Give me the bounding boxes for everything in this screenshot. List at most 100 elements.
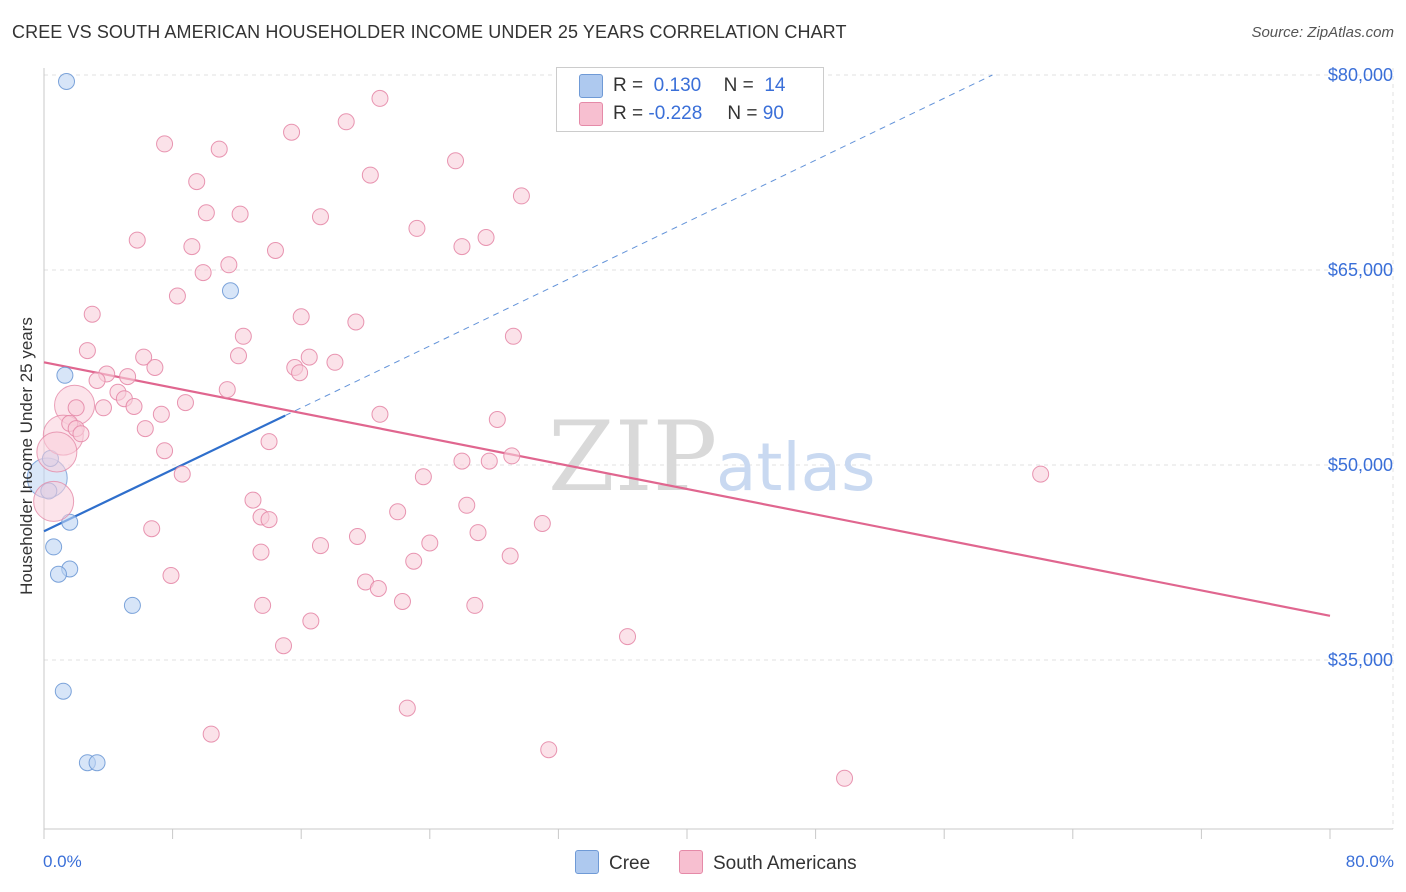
n-label: N = bbox=[727, 103, 758, 125]
r-value-south-americans: -0.228 bbox=[648, 103, 703, 125]
south-americans-point bbox=[83, 305, 101, 323]
south-americans-point bbox=[348, 528, 366, 545]
legend-swatch-cree bbox=[579, 74, 603, 98]
south-americans-point bbox=[231, 205, 249, 223]
bottom-legend-swatch-south-americans bbox=[679, 850, 703, 874]
south-americans-point bbox=[292, 308, 310, 326]
south-americans-point bbox=[393, 593, 411, 610]
south-americans-point bbox=[371, 89, 389, 107]
y-tick-labels: $80,000 $65,000 $50,000 $35,000 bbox=[1328, 65, 1393, 670]
south-americans-point bbox=[836, 769, 854, 787]
trend-lines bbox=[43, 74, 1331, 617]
south-americans-point bbox=[1032, 465, 1050, 483]
r-value-cree: 0.130 bbox=[653, 75, 702, 97]
south-americans-point bbox=[220, 256, 238, 274]
cree-point bbox=[88, 754, 106, 772]
south-americans-point bbox=[275, 637, 293, 655]
south-americans-point bbox=[453, 452, 471, 470]
n-value-cree: 14 bbox=[764, 75, 786, 97]
south-americans-point bbox=[94, 399, 112, 417]
cree-point bbox=[221, 282, 239, 300]
south-americans-point bbox=[501, 547, 519, 565]
south-americans-point bbox=[421, 534, 439, 552]
south-americans-point bbox=[210, 140, 228, 158]
bottom-legend-cree: Cree bbox=[575, 850, 650, 876]
south-americans-point bbox=[503, 447, 521, 465]
south-americans-point bbox=[488, 411, 506, 428]
south-americans-point bbox=[152, 405, 170, 423]
south-americans-point bbox=[254, 596, 272, 614]
r-label: R = bbox=[613, 75, 644, 97]
south-americans-point bbox=[369, 580, 387, 597]
south-americans-point bbox=[260, 511, 278, 529]
south-americans-point bbox=[78, 342, 96, 360]
cree-point bbox=[45, 538, 63, 556]
south-americans-point bbox=[512, 187, 530, 205]
south-americans-point bbox=[143, 520, 161, 538]
south-americans-trend-line bbox=[43, 361, 1331, 617]
south-americans-point bbox=[453, 238, 471, 256]
south-americans-point-large bbox=[33, 480, 75, 522]
y-tick-label: $65,000 bbox=[1328, 260, 1393, 280]
south-americans-point bbox=[361, 166, 379, 184]
south-americans-point bbox=[326, 353, 344, 371]
n-value-south-americans: 90 bbox=[762, 103, 784, 125]
south-americans-point bbox=[72, 425, 90, 443]
cree-point bbox=[54, 682, 72, 700]
south-americans-point bbox=[162, 567, 180, 584]
y-tick-label: $80,000 bbox=[1328, 65, 1393, 85]
watermark-zip: ZIP bbox=[548, 401, 717, 513]
south-americans-point-large bbox=[36, 431, 78, 473]
watermark-atlas: atlas bbox=[716, 429, 876, 506]
south-americans-point bbox=[469, 524, 487, 542]
chart-title: CREE VS SOUTH AMERICAN HOUSEHOLDER INCOM… bbox=[12, 22, 847, 42]
y-tick-label: $50,000 bbox=[1328, 455, 1393, 475]
south-americans-point bbox=[244, 491, 262, 509]
south-americans-point bbox=[136, 420, 154, 438]
legend-swatch-south-americans bbox=[579, 102, 603, 126]
south-americans-point bbox=[230, 347, 248, 365]
bottom-legend-label-south-americans: South Americans bbox=[713, 853, 857, 875]
cree-point bbox=[56, 366, 74, 384]
cree-trend-extension bbox=[284, 74, 993, 417]
south-americans-point bbox=[302, 612, 320, 630]
south-americans-point bbox=[260, 433, 278, 451]
south-americans-point bbox=[125, 398, 143, 415]
south-americans-point bbox=[619, 628, 637, 646]
south-americans-point bbox=[156, 442, 174, 460]
south-americans-point bbox=[458, 496, 476, 514]
x-tick-min: 0.0% bbox=[43, 852, 82, 871]
south-americans-point bbox=[67, 399, 85, 417]
x-tick-max: 80.0% bbox=[1345, 852, 1394, 871]
south-americans-point bbox=[202, 725, 220, 743]
south-americans-point bbox=[347, 313, 365, 331]
r-label: R = bbox=[613, 103, 644, 125]
south-americans-point bbox=[234, 327, 252, 345]
south-americans-point bbox=[540, 741, 558, 759]
cree-point bbox=[61, 513, 79, 531]
cree-point bbox=[49, 565, 67, 583]
south-americans-point bbox=[283, 123, 301, 141]
south-americans-point bbox=[128, 231, 146, 249]
south-americans-point bbox=[504, 327, 522, 345]
stats-legend: R = 0.130 N = 14 R = -0.228 N = 90 bbox=[556, 67, 824, 132]
south-americans-point bbox=[197, 204, 215, 222]
south-americans-point bbox=[266, 242, 284, 259]
south-americans-point bbox=[188, 173, 206, 191]
south-americans-point bbox=[447, 152, 465, 170]
south-americans-point bbox=[533, 515, 551, 532]
south-americans-point bbox=[371, 405, 389, 423]
south-americans-point bbox=[183, 238, 201, 256]
bottom-legend-south-americans: South Americans bbox=[679, 850, 857, 876]
south-americans-point bbox=[146, 359, 164, 376]
south-americans-point bbox=[389, 503, 407, 521]
cree-point bbox=[58, 73, 76, 90]
south-americans-point bbox=[135, 348, 153, 366]
south-americans-point bbox=[311, 537, 329, 555]
source-label: Source: ZipAtlas.com bbox=[1251, 24, 1394, 41]
south-americans-point bbox=[168, 287, 186, 305]
south-americans-point bbox=[337, 113, 355, 131]
south-americans-point bbox=[398, 699, 416, 717]
data-points bbox=[26, 73, 1050, 787]
